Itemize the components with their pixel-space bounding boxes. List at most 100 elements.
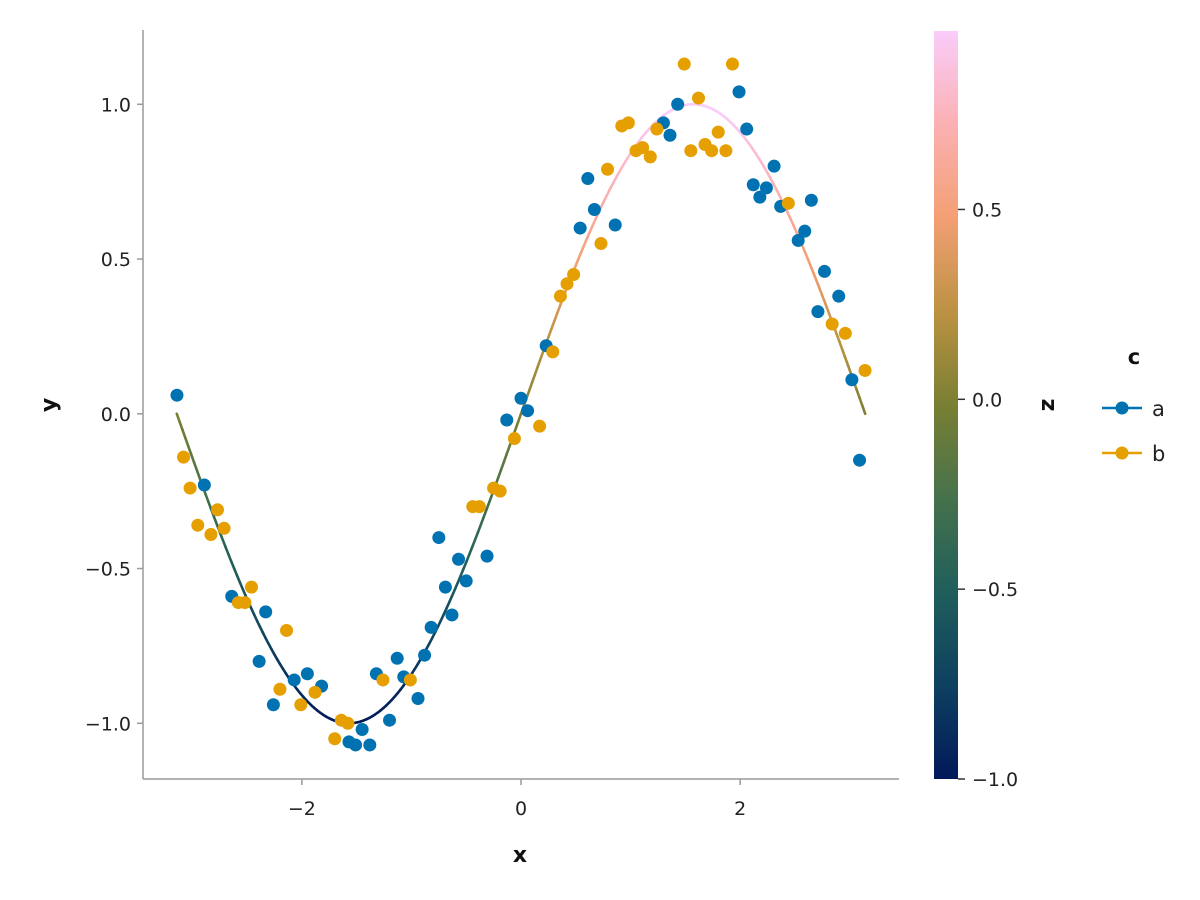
scatter-point-b [677, 57, 691, 71]
curve-segment [485, 500, 491, 511]
curve-segment [479, 515, 486, 527]
curve-segment [224, 545, 230, 556]
colorbar-tick-label: −1.0 [972, 769, 1018, 791]
legend-entry-a: a [1102, 397, 1165, 421]
y-tick-label: −0.5 [85, 559, 131, 581]
scatter-point-a [411, 692, 425, 706]
scatter-point-a [811, 305, 825, 319]
curve-segment [184, 436, 190, 448]
scatter-point-b [273, 682, 287, 696]
x-tick-label: −2 [288, 798, 316, 820]
curve-segment [823, 301, 830, 312]
colorbar-tick-label: 0.5 [972, 199, 1002, 221]
curve-segment [536, 356, 543, 367]
scatter-point-a [459, 574, 473, 588]
scatter-point-b [308, 685, 322, 699]
scatter-point-a [355, 722, 369, 736]
scatter-point-a [363, 738, 377, 752]
curve-segment [843, 356, 850, 367]
y-tick-label: −1.0 [85, 713, 131, 735]
y-axis-title: y [37, 398, 62, 412]
scatter-point-b [725, 57, 739, 71]
scatter-point-a [480, 549, 494, 563]
scatter-point-a [732, 85, 746, 99]
scatter-point-a [759, 181, 773, 195]
scatter-point-a [753, 190, 767, 204]
scatter-point-b [825, 317, 839, 331]
curve-segment [548, 324, 554, 335]
curve-segment [476, 523, 483, 534]
legend-title: c [1128, 345, 1140, 369]
curve-segment [221, 538, 227, 549]
curve-segment [468, 545, 474, 556]
curve-segment [818, 286, 824, 297]
curve-segment [502, 452, 508, 464]
curve-segment [815, 279, 821, 290]
curve-segment [861, 404, 867, 416]
curve-segment [820, 294, 827, 305]
scatter-point-a [581, 172, 595, 186]
scatter-point-b [594, 237, 608, 251]
scatter-point-b [533, 419, 547, 433]
y-tick-label: 0.5 [101, 249, 131, 271]
scatter-point-b [643, 150, 657, 164]
scatter-points [170, 57, 872, 752]
scatter-point-b [217, 521, 231, 535]
curve-segment [212, 515, 219, 526]
curve-segment [534, 364, 540, 375]
scatter-point-b [781, 196, 795, 210]
scatter-point-b [621, 116, 635, 130]
curve-segment [858, 396, 864, 407]
scatter-point-a [424, 620, 438, 634]
scatter-point-a [817, 264, 831, 278]
legend-label-b: b [1152, 442, 1165, 466]
scatter-point-a [798, 224, 812, 238]
legend-label-a: a [1152, 397, 1165, 421]
scatter-point-a [767, 159, 781, 173]
curve-segment [499, 460, 506, 472]
scatter-point-a [521, 404, 535, 418]
curve-segment [826, 309, 833, 320]
y-tick-label: 1.0 [101, 94, 131, 116]
scatter-point-b [705, 144, 719, 158]
curve-segment [175, 412, 181, 424]
scatter-point-a [252, 654, 266, 668]
x-tick-label: 2 [734, 798, 746, 820]
x-tick-label: 0 [515, 798, 527, 820]
scatter-point-b [711, 125, 725, 139]
curve-segment [556, 301, 563, 312]
scatter-point-a [300, 667, 314, 681]
scatter-point-b [183, 481, 197, 495]
scatter-point-a [418, 648, 432, 662]
scatter-point-a [608, 218, 622, 232]
curve-segment [855, 388, 861, 399]
curve-segment [186, 444, 193, 456]
curve-segment [840, 348, 847, 359]
colorbar-tick-label: −0.5 [972, 579, 1018, 601]
curve-segment [835, 332, 841, 343]
scatter-point-a [383, 713, 397, 727]
curve-segment [207, 500, 213, 511]
scatter-point-a [514, 391, 528, 405]
scatter-point-a [266, 698, 280, 712]
scatter-point-b [472, 500, 486, 514]
scatter-point-b [560, 277, 574, 291]
curve-segment [528, 380, 534, 391]
curve-segment [204, 492, 210, 503]
curve-segment [482, 508, 488, 519]
curve-segment [551, 316, 557, 328]
plot-area: −2 0 2 −1.0 −0.5 0.0 0.5 1.0 [85, 30, 899, 820]
scatter-point-b [294, 698, 308, 712]
scatter-point-b [636, 141, 650, 155]
curve-segment [516, 412, 523, 424]
scatter-point-a [573, 221, 587, 235]
x-axis-title: x [513, 843, 527, 868]
curve-segment [496, 468, 503, 480]
curve-segment [513, 420, 520, 432]
scatter-point-a [438, 580, 452, 594]
colorbar-title: z [1035, 399, 1060, 412]
scatter-point-b [684, 144, 698, 158]
scatter-point-a [500, 413, 514, 427]
scatter-point-b [546, 345, 560, 359]
